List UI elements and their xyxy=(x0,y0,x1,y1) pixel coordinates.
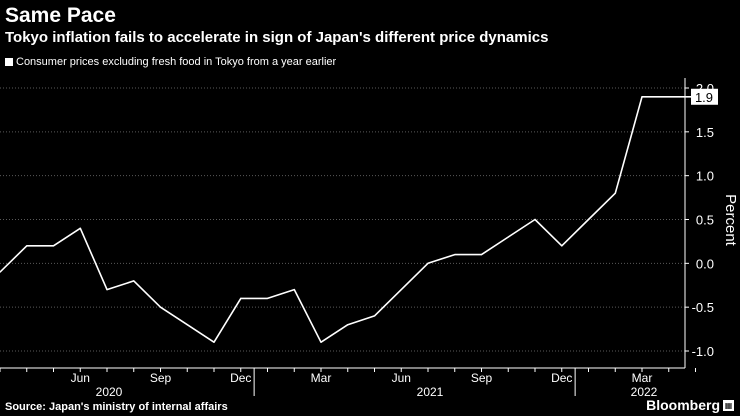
data-point xyxy=(427,262,429,264)
chart-subtitle: Tokyo inflation fails to accelerate in s… xyxy=(5,29,549,46)
data-point xyxy=(587,218,590,221)
data-point xyxy=(480,253,483,256)
last-value-label: 1.9 xyxy=(695,90,713,105)
data-point xyxy=(614,192,616,194)
data-point xyxy=(400,289,402,291)
data-point xyxy=(79,227,81,229)
brand-name: Bloomberg xyxy=(646,397,720,413)
x-year-label: 2020 xyxy=(96,385,123,399)
brand-logo: Bloomberg ▦ xyxy=(646,397,734,413)
x-tick-label: Dec xyxy=(551,371,572,385)
axes xyxy=(0,78,696,396)
data-point xyxy=(0,271,1,273)
data-point xyxy=(454,253,456,256)
legend-swatch xyxy=(5,58,13,66)
y-axis-title: Percent xyxy=(722,194,739,247)
data-point xyxy=(133,280,135,282)
x-tick-label: Mar xyxy=(632,371,653,385)
y-tick-label: -1.0 xyxy=(692,344,714,359)
y-tick-label: 0.0 xyxy=(696,256,714,271)
data-point xyxy=(106,289,108,291)
x-year-label: 2021 xyxy=(417,385,444,399)
y-tick-label: 1.5 xyxy=(696,125,714,140)
data-point xyxy=(159,306,162,308)
x-tick-label: Jun xyxy=(392,371,411,385)
x-tick-label: Mar xyxy=(311,371,332,385)
data-point xyxy=(240,297,242,299)
last-value-box xyxy=(691,88,718,105)
data-point xyxy=(561,245,563,247)
source-note: Source: Japan's ministry of internal aff… xyxy=(5,401,228,413)
bloomberg-terminal-icon: ▦ xyxy=(723,399,734,411)
data-point xyxy=(641,96,643,98)
legend-label: Consumer prices excluding fresh food in … xyxy=(16,56,337,68)
data-point xyxy=(373,315,376,317)
x-tick-label: Sep xyxy=(471,371,493,385)
data-point xyxy=(26,245,28,247)
gridlines xyxy=(0,87,685,352)
data-point xyxy=(668,96,670,98)
x-tick-label: Sep xyxy=(150,371,172,385)
chart-title: Same Pace xyxy=(5,4,116,27)
data-point xyxy=(534,218,536,221)
legend: Consumer prices excluding fresh food in … xyxy=(5,56,336,68)
data-point xyxy=(266,297,269,299)
data-point xyxy=(293,289,295,291)
y-tick-label: 0.5 xyxy=(696,213,714,228)
data-point xyxy=(507,236,509,238)
data-point xyxy=(213,341,215,343)
x-year-label: 2022 xyxy=(631,385,658,399)
y-tick-label: 1.0 xyxy=(696,169,714,184)
data-point xyxy=(320,341,322,343)
data-point xyxy=(347,324,349,326)
data-point xyxy=(186,324,188,326)
y-tick-label: -0.5 xyxy=(692,300,714,315)
data-point xyxy=(52,245,55,247)
x-tick-label: Jun xyxy=(71,371,90,385)
x-tick-label: Dec xyxy=(230,371,251,385)
